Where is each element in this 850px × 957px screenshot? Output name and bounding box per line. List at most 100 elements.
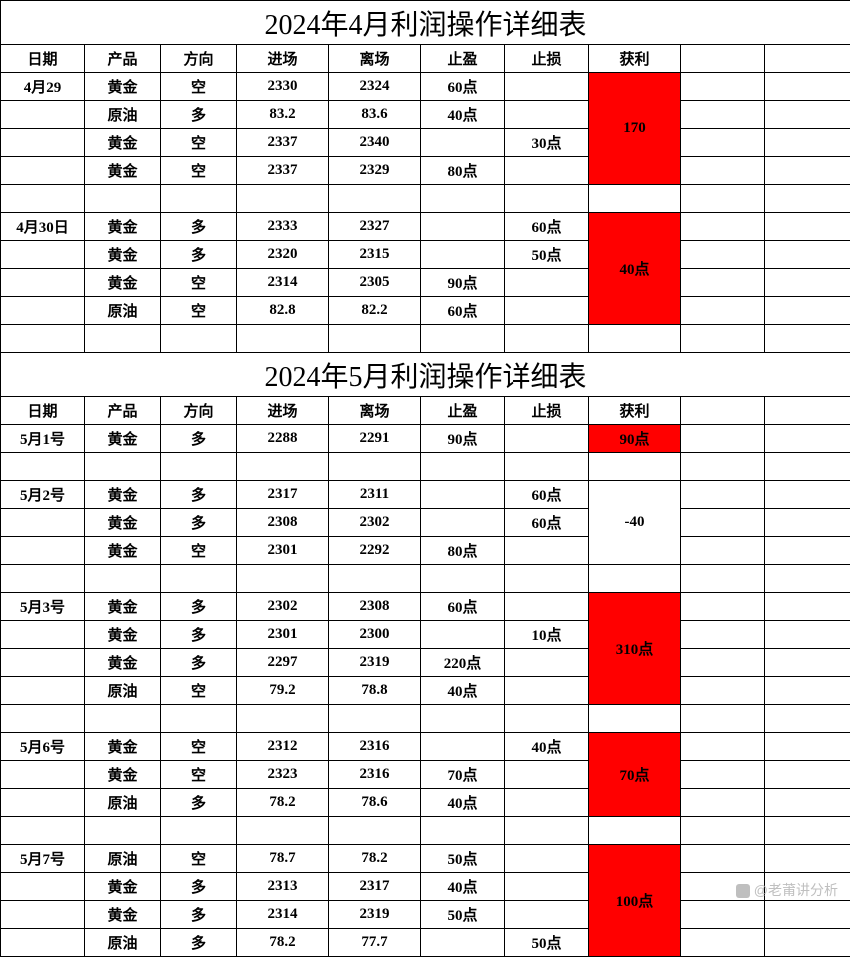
empty-cell [329,705,421,733]
cell-stop-loss: 60点 [505,213,589,241]
empty-cell [681,325,765,353]
empty-cell [161,705,237,733]
empty-cell [765,565,850,593]
empty-cell [765,325,850,353]
empty-cell [765,873,850,901]
cell-direction: 空 [161,269,237,297]
empty-cell [589,817,681,845]
cell-profit: 90点 [589,425,681,453]
cell-direction: 多 [161,509,237,537]
table-row: 5月7号原油空78.778.250点100点 [1,845,850,873]
cell-direction: 空 [161,297,237,325]
cell-exit: 2324 [329,73,421,101]
table-row: 5月2号黄金多2317231160点-40 [1,481,850,509]
empty-cell [589,705,681,733]
empty-cell [681,73,765,101]
cell-stop-win [421,621,505,649]
cell-stop-loss [505,157,589,185]
cell-direction: 空 [161,761,237,789]
table-row: 5月3号黄金多2302230860点310点 [1,593,850,621]
cell-entry: 2302 [237,593,329,621]
cell-entry: 83.2 [237,101,329,129]
cell-exit: 78.2 [329,845,421,873]
cell-profit: 170 [589,73,681,185]
empty-cell [765,157,850,185]
cell-date [1,929,85,957]
cell-stop-win [421,129,505,157]
empty-cell [1,705,85,733]
cell-date [1,649,85,677]
cell-date [1,901,85,929]
cell-exit: 82.2 [329,297,421,325]
cell-exit: 2316 [329,761,421,789]
cell-direction: 多 [161,241,237,269]
cell-product: 黄金 [85,425,161,453]
cell-date [1,873,85,901]
cell-direction: 空 [161,733,237,761]
empty-cell [681,817,765,845]
empty-cell [161,817,237,845]
cell-exit: 2308 [329,593,421,621]
empty-cell [765,101,850,129]
header-row: 日期产品方向进场离场止盈止损获利 [1,397,850,425]
cell-exit: 78.8 [329,677,421,705]
empty-cell [681,649,765,677]
empty-cell [765,425,850,453]
cell-profit: 70点 [589,733,681,817]
cell-direction: 多 [161,873,237,901]
table-row: 黄金多2314231950点 [1,901,850,929]
cell-stop-win: 80点 [421,157,505,185]
cell-exit: 2316 [329,733,421,761]
empty-cell [765,129,850,157]
spacer-row [1,817,850,845]
empty-cell [765,621,850,649]
empty-cell [681,761,765,789]
cell-direction: 多 [161,425,237,453]
cell-date [1,537,85,565]
col-header: 止损 [505,45,589,73]
empty-cell [765,537,850,565]
cell-stop-win [421,733,505,761]
cell-date [1,677,85,705]
empty-cell [681,453,765,481]
cell-stop-win: 40点 [421,101,505,129]
empty-cell [329,325,421,353]
cell-exit: 2305 [329,269,421,297]
empty-cell [1,325,85,353]
col-header: 方向 [161,45,237,73]
cell-entry: 2301 [237,537,329,565]
empty-cell [765,593,850,621]
cell-direction: 多 [161,593,237,621]
cell-product: 原油 [85,101,161,129]
empty-cell [505,705,589,733]
cell-stop-loss [505,73,589,101]
table-body: 2024年4月利润操作详细表日期产品方向进场离场止盈止损获利4月29黄金空233… [1,1,850,957]
cell-date [1,761,85,789]
section-title-row: 2024年4月利润操作详细表 [1,1,850,45]
cell-direction: 多 [161,789,237,817]
empty-cell [421,817,505,845]
cell-exit: 2315 [329,241,421,269]
empty-cell [1,817,85,845]
cell-stop-loss [505,873,589,901]
empty-cell [765,733,850,761]
empty-header [765,397,850,425]
empty-cell [681,297,765,325]
empty-header [681,397,765,425]
cell-entry: 2333 [237,213,329,241]
empty-cell [505,185,589,213]
empty-cell [765,845,850,873]
cell-entry: 2314 [237,269,329,297]
cell-product: 黄金 [85,241,161,269]
cell-stop-loss [505,845,589,873]
spacer-row [1,325,850,353]
profit-table: 2024年4月利润操作详细表日期产品方向进场离场止盈止损获利4月29黄金空233… [0,0,850,957]
empty-cell [85,185,161,213]
empty-cell [765,269,850,297]
table-row: 黄金多2301230010点 [1,621,850,649]
empty-cell [589,565,681,593]
empty-cell [85,705,161,733]
col-header: 获利 [589,45,681,73]
empty-cell [765,677,850,705]
col-header: 获利 [589,397,681,425]
